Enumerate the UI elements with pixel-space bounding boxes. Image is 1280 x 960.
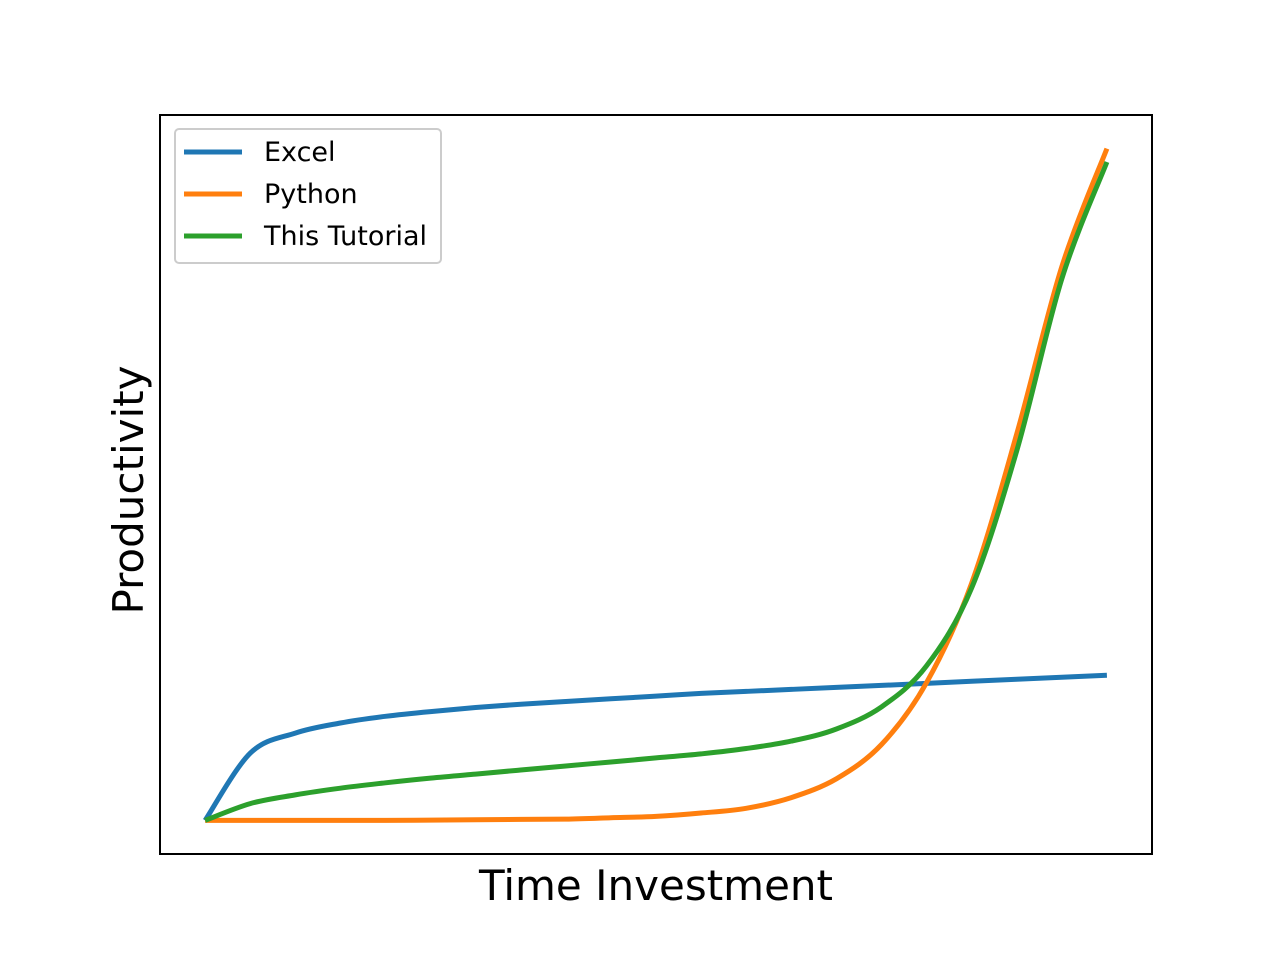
legend-label-excel: Excel (264, 137, 336, 168)
series-layer (203, 147, 1110, 823)
series-line-excel (203, 672, 1107, 822)
y-axis-title: Productivity (104, 366, 153, 615)
legend-label-python: Python (264, 179, 358, 210)
plot-area-frame (159, 114, 1153, 855)
x-axis-title: Time Investment (478, 861, 833, 910)
series-line-python (205, 147, 1110, 823)
series-line-this-tutorial (204, 161, 1110, 823)
legend: Excel Python This Tutorial (174, 128, 442, 264)
legend-frame (174, 128, 442, 264)
legend-label-this-tutorial: This Tutorial (263, 221, 427, 252)
